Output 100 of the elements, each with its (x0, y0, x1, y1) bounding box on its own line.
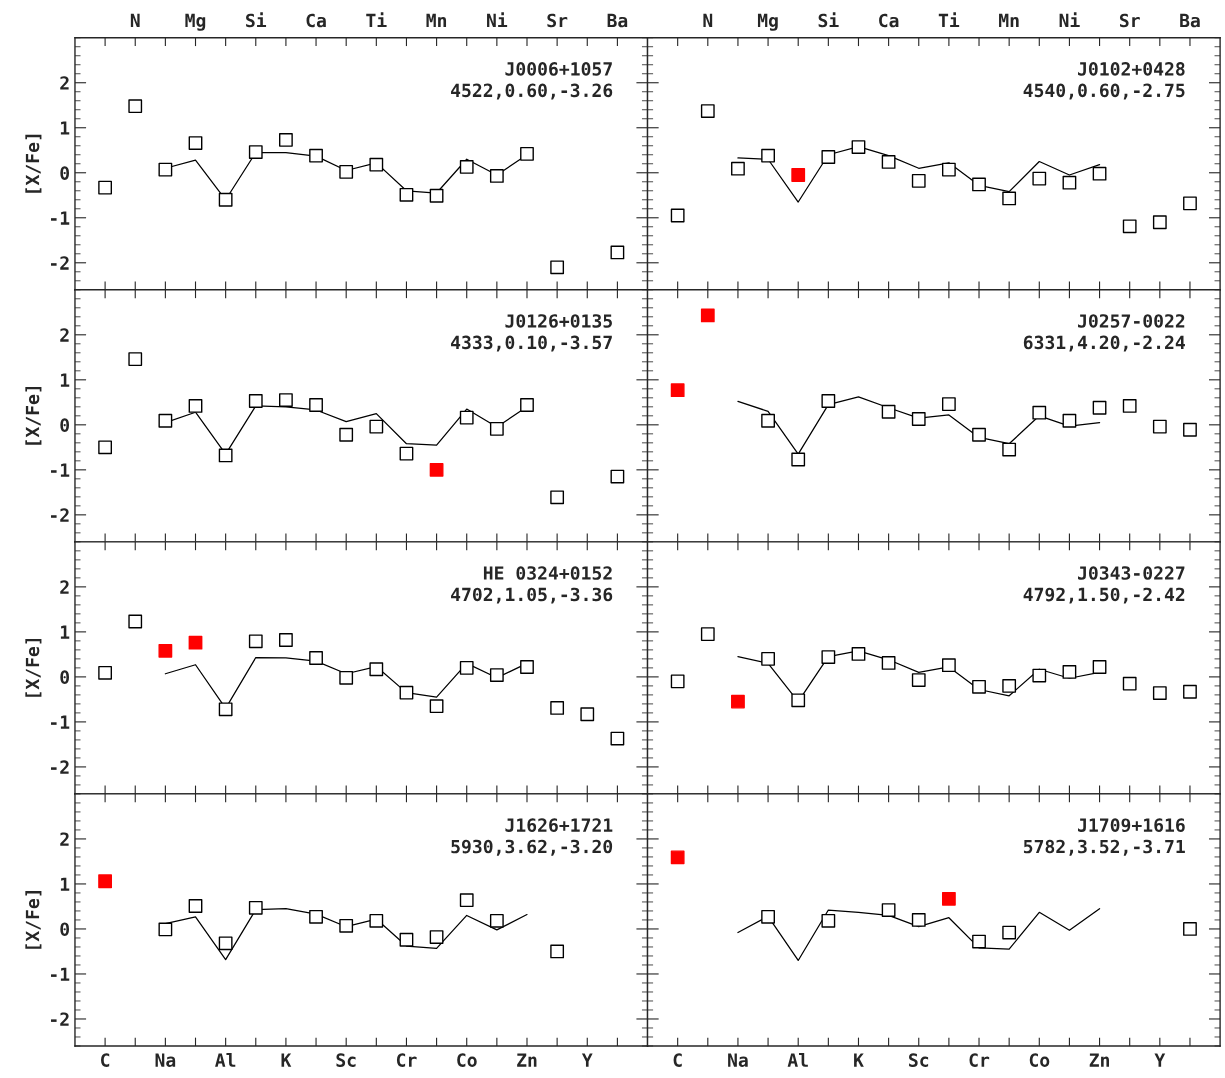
point (399, 187, 414, 202)
annotation: 4792,1.50,-2.42 (1023, 587, 1185, 604)
point (1092, 166, 1107, 181)
x-tick-label: Ni (487, 12, 508, 28)
x-tick-label: Na (728, 1053, 748, 1067)
point (550, 490, 565, 505)
point (399, 932, 414, 947)
y-tick-label: 2 (60, 328, 69, 342)
point (339, 670, 354, 685)
point (520, 398, 534, 412)
point (218, 448, 233, 463)
annotation: J0102+0428 (1078, 62, 1185, 76)
x-tick-label: Co (1029, 1053, 1050, 1067)
annotation: 5782,3.52,-3.71 (1023, 839, 1185, 856)
y-tick-label: -1 (51, 715, 70, 729)
x-tick-label: Mg (757, 13, 778, 31)
point (218, 702, 233, 717)
point (761, 651, 775, 666)
y-axis-title: [X/Fe] (25, 639, 42, 697)
annotation: HE 0324+0152 (483, 566, 612, 580)
point (1002, 925, 1017, 940)
x-tick-label: Ti (366, 12, 387, 28)
point (489, 421, 504, 436)
point (911, 673, 926, 687)
point (911, 173, 926, 188)
y-tick-label: -2 (51, 760, 69, 774)
point (731, 161, 745, 176)
x-tick-label: N (130, 13, 140, 28)
point (158, 162, 173, 177)
x-tick-label: Al (787, 1052, 808, 1067)
y-tick-label: 0 (60, 670, 70, 685)
x-tick-label: Ba (607, 13, 628, 28)
point (911, 913, 926, 927)
point (821, 650, 836, 664)
point (248, 634, 263, 649)
y-tick-label: -2 (51, 1012, 69, 1026)
point (520, 146, 534, 161)
point (248, 394, 263, 408)
point (339, 164, 354, 179)
point (1062, 413, 1077, 428)
point (610, 245, 625, 260)
x-tick-label: Zn (517, 1053, 537, 1067)
annotation: 4522,0.60,-3.26 (451, 83, 613, 100)
annotation: J1626+1721 (505, 818, 613, 832)
x-tick-label: Y (581, 1053, 593, 1067)
y-tick-label: -2 (51, 508, 69, 522)
point (98, 180, 113, 195)
x-tick-label: Sr (1119, 13, 1140, 28)
y-tick-label: 0 (60, 418, 70, 432)
point (791, 452, 806, 467)
point (158, 413, 173, 428)
annotation: J0257-0022 (1078, 314, 1185, 328)
x-tick-label: Ca (306, 13, 326, 28)
point (1032, 171, 1047, 186)
point (279, 633, 293, 647)
x-tick-label: Mn (426, 13, 447, 28)
x-tick-label: Sc (336, 1053, 356, 1067)
point (188, 635, 203, 650)
point (881, 656, 896, 670)
point (550, 260, 565, 275)
point (550, 701, 565, 715)
point (821, 150, 836, 164)
point (98, 665, 113, 680)
point (128, 352, 143, 367)
x-tick-label: Si (246, 12, 267, 28)
point (670, 674, 685, 689)
point (399, 446, 414, 461)
point (279, 132, 293, 147)
y-tick-label: -1 (51, 967, 70, 981)
point (339, 427, 354, 442)
point (188, 136, 203, 150)
x-tick-label: N (703, 13, 713, 28)
point (1122, 399, 1137, 413)
point (429, 462, 444, 477)
point (911, 412, 926, 426)
point (399, 685, 414, 700)
point (731, 694, 745, 709)
point (429, 930, 444, 944)
point (670, 850, 685, 865)
point (1062, 175, 1077, 190)
point (851, 140, 866, 155)
x-tick-label: K (854, 1053, 864, 1067)
point (339, 918, 354, 933)
point (1002, 678, 1017, 693)
annotation: 5930,3.62,-3.20 (451, 839, 613, 856)
point (459, 410, 474, 425)
point (1183, 196, 1197, 211)
x-tick-label: Ca (879, 13, 899, 28)
point (188, 899, 203, 913)
point (489, 169, 504, 183)
point (369, 419, 384, 434)
point (520, 660, 534, 674)
point (821, 394, 836, 408)
y-axis-title: [X/Fe] (25, 386, 42, 445)
point (369, 662, 384, 677)
annotation: 6331,4.20,-2.24 (1023, 335, 1185, 352)
x-tick-label: Al (215, 1052, 236, 1067)
point (761, 148, 775, 163)
point (459, 160, 474, 174)
point (369, 157, 384, 172)
